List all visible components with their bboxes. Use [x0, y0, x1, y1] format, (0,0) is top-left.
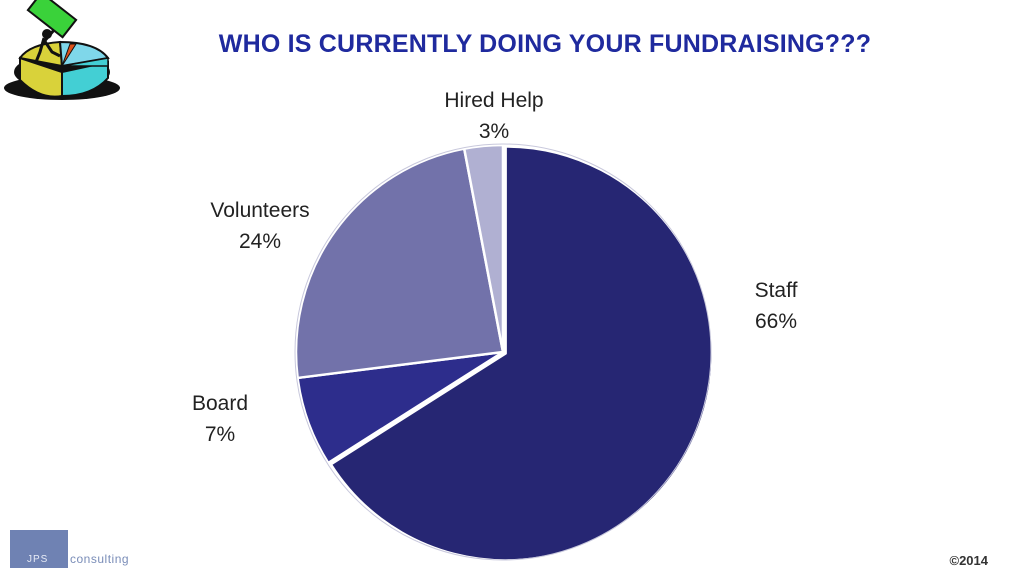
- slice-label-staff-name: Staff: [754, 279, 798, 302]
- slice-label-board-value: 7%: [204, 423, 236, 446]
- slide-title: WHO IS CURRENTLY DOING YOUR FUNDRAISING?…: [218, 30, 872, 58]
- slice-label-hired-help-name: Hired Help: [444, 89, 544, 112]
- pie-outline: [294, 143, 712, 561]
- copyright-text: ©2014: [949, 553, 989, 568]
- pie-slice-volunteers: [294, 147, 505, 380]
- logo-consulting-text: consulting: [70, 552, 130, 566]
- slice-label-board: Board 7%: [170, 388, 270, 450]
- slice-label-volunteers: Volunteers 24%: [185, 195, 335, 257]
- slice-label-board-name: Board: [191, 392, 249, 415]
- slice-label-staff: Staff 66%: [716, 275, 836, 337]
- logo-jps-text: JPS: [27, 554, 49, 565]
- slice-label-volunteers-name: Volunteers: [210, 199, 310, 222]
- pie-chart-person-icon: [4, 0, 120, 100]
- jps-consulting-logo: JPS consulting: [10, 530, 160, 570]
- slice-label-staff-value: 66%: [754, 310, 798, 333]
- logo-box: [10, 530, 68, 568]
- slice-label-volunteers-value: 24%: [238, 230, 282, 253]
- pie-slice-staff: [329, 145, 714, 562]
- pie-slice-hired-help: [462, 143, 505, 354]
- slice-label-hired-help: Hired Help 3%: [414, 85, 574, 147]
- slice-label-hired-help-value: 3%: [478, 120, 510, 143]
